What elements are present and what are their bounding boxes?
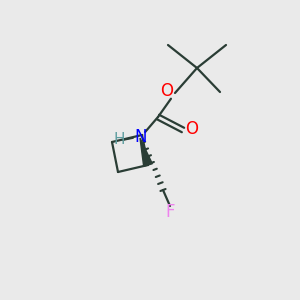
Text: H: H bbox=[113, 131, 125, 146]
Polygon shape bbox=[140, 138, 152, 166]
Text: O: O bbox=[185, 120, 199, 138]
Text: F: F bbox=[165, 203, 175, 221]
Text: O: O bbox=[160, 82, 173, 100]
Text: N: N bbox=[135, 128, 147, 146]
